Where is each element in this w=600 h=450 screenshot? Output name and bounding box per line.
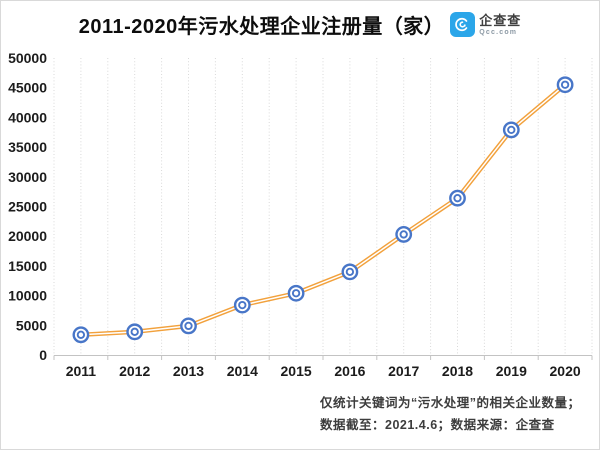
chart-header: 2011-2020年污水处理企业注册量（家） 企查查 Qcc.com xyxy=(1,10,599,39)
qcc-logo-icon xyxy=(450,12,476,37)
data-point-marker-inner xyxy=(76,330,86,339)
x-axis-label: 2013 xyxy=(173,363,204,379)
chart-footnote: 仅统计关键词为“污水处理”的相关企业数量； 数据截至：2021.4.6；数据来源… xyxy=(320,392,581,436)
x-axis-label: 2012 xyxy=(119,363,150,379)
qcc-logo-name: 企查查 xyxy=(479,12,522,28)
y-axis-label: 45000 xyxy=(8,80,47,96)
y-axis-label: 30000 xyxy=(8,169,47,185)
y-axis-label: 50000 xyxy=(8,50,47,66)
data-point-marker-inner xyxy=(345,267,355,276)
x-axis-label: 2015 xyxy=(281,363,312,379)
y-axis-label: 10000 xyxy=(8,288,47,304)
data-point-marker-inner xyxy=(291,289,301,298)
data-point-marker-inner xyxy=(560,80,570,89)
y-axis-label: 20000 xyxy=(8,228,47,244)
data-point-marker-inner xyxy=(399,230,408,239)
qcc-logo-domain: Qcc.com xyxy=(479,28,518,36)
y-axis-label: 5000 xyxy=(16,317,47,333)
y-axis-label: 15000 xyxy=(8,258,47,274)
x-axis-label: 2019 xyxy=(496,363,527,379)
series-line-inner-stripe xyxy=(80,83,566,336)
data-point-marker-inner xyxy=(130,327,139,336)
footnote-line-2: 数据截至：2021.4.6；数据来源：企查查 xyxy=(320,418,555,432)
x-axis-label: 2014 xyxy=(227,363,258,379)
chart-title: 2011-2020年污水处理企业注册量（家） xyxy=(78,16,445,38)
y-axis-label: 25000 xyxy=(8,199,47,215)
data-point-marker-inner xyxy=(507,125,516,135)
y-axis-label: 40000 xyxy=(8,109,47,125)
data-point-marker-inner xyxy=(453,194,462,203)
y-axis-label: 35000 xyxy=(8,139,47,155)
x-axis-label: 2020 xyxy=(550,363,581,379)
x-axis-label: 2017 xyxy=(388,363,419,379)
data-point-marker-inner xyxy=(238,300,247,310)
qcc-logo-text: 企查查 Qcc.com xyxy=(479,14,521,36)
x-axis-label: 2018 xyxy=(442,363,473,379)
qcc-logo: 企查查 Qcc.com xyxy=(450,12,521,37)
footnote-line-1: 仅统计关键词为“污水处理”的相关企业数量； xyxy=(320,396,581,410)
x-axis-label: 2011 xyxy=(66,363,97,379)
x-axis-label: 2016 xyxy=(334,363,365,379)
data-point-marker-inner xyxy=(184,321,193,331)
y-axis-label: 0 xyxy=(39,347,47,363)
